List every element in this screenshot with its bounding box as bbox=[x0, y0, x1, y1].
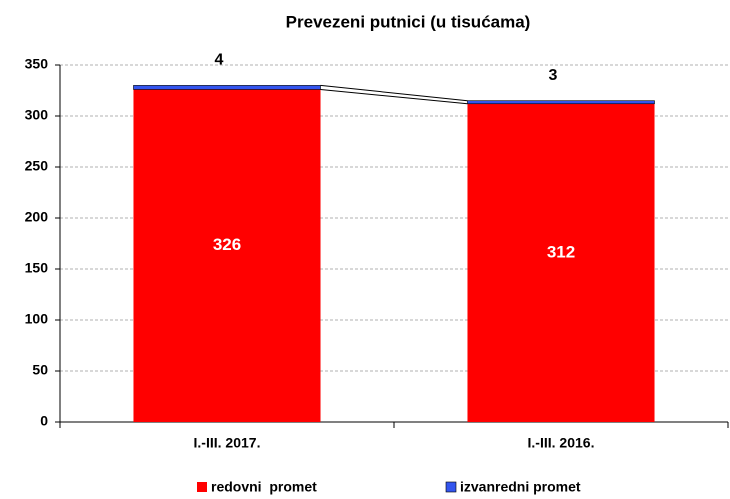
series-connector bbox=[320, 88, 468, 105]
bar-segment bbox=[467, 100, 655, 105]
x-tick-label: I.-III. 2016. bbox=[528, 435, 595, 451]
y-tick-label: 150 bbox=[25, 260, 49, 276]
bar-segment bbox=[467, 103, 655, 422]
legend-swatch bbox=[197, 482, 207, 492]
x-tick-label: I.-III. 2017. bbox=[194, 435, 261, 451]
chart-title: Prevezeni putnici (u tisućama) bbox=[286, 12, 531, 31]
y-tick-label: 250 bbox=[25, 158, 49, 174]
y-tick-label: 0 bbox=[40, 413, 48, 429]
data-label: 312 bbox=[547, 242, 575, 261]
series-connector bbox=[320, 84, 468, 102]
legend-swatch bbox=[445, 481, 457, 493]
data-label: 4 bbox=[215, 52, 224, 69]
data-label: 326 bbox=[213, 235, 241, 254]
y-tick-label: 300 bbox=[25, 107, 49, 123]
bar-segment bbox=[133, 89, 321, 422]
y-tick-label: 200 bbox=[25, 209, 49, 225]
legend-label: redovni promet bbox=[211, 479, 317, 495]
bar-segment bbox=[133, 85, 321, 90]
y-tick-label: 50 bbox=[32, 362, 48, 378]
legend-label: izvanredni promet bbox=[460, 479, 581, 495]
data-label: 3 bbox=[549, 67, 558, 84]
y-tick-label: 100 bbox=[25, 311, 49, 327]
y-tick-label: 350 bbox=[25, 56, 49, 72]
